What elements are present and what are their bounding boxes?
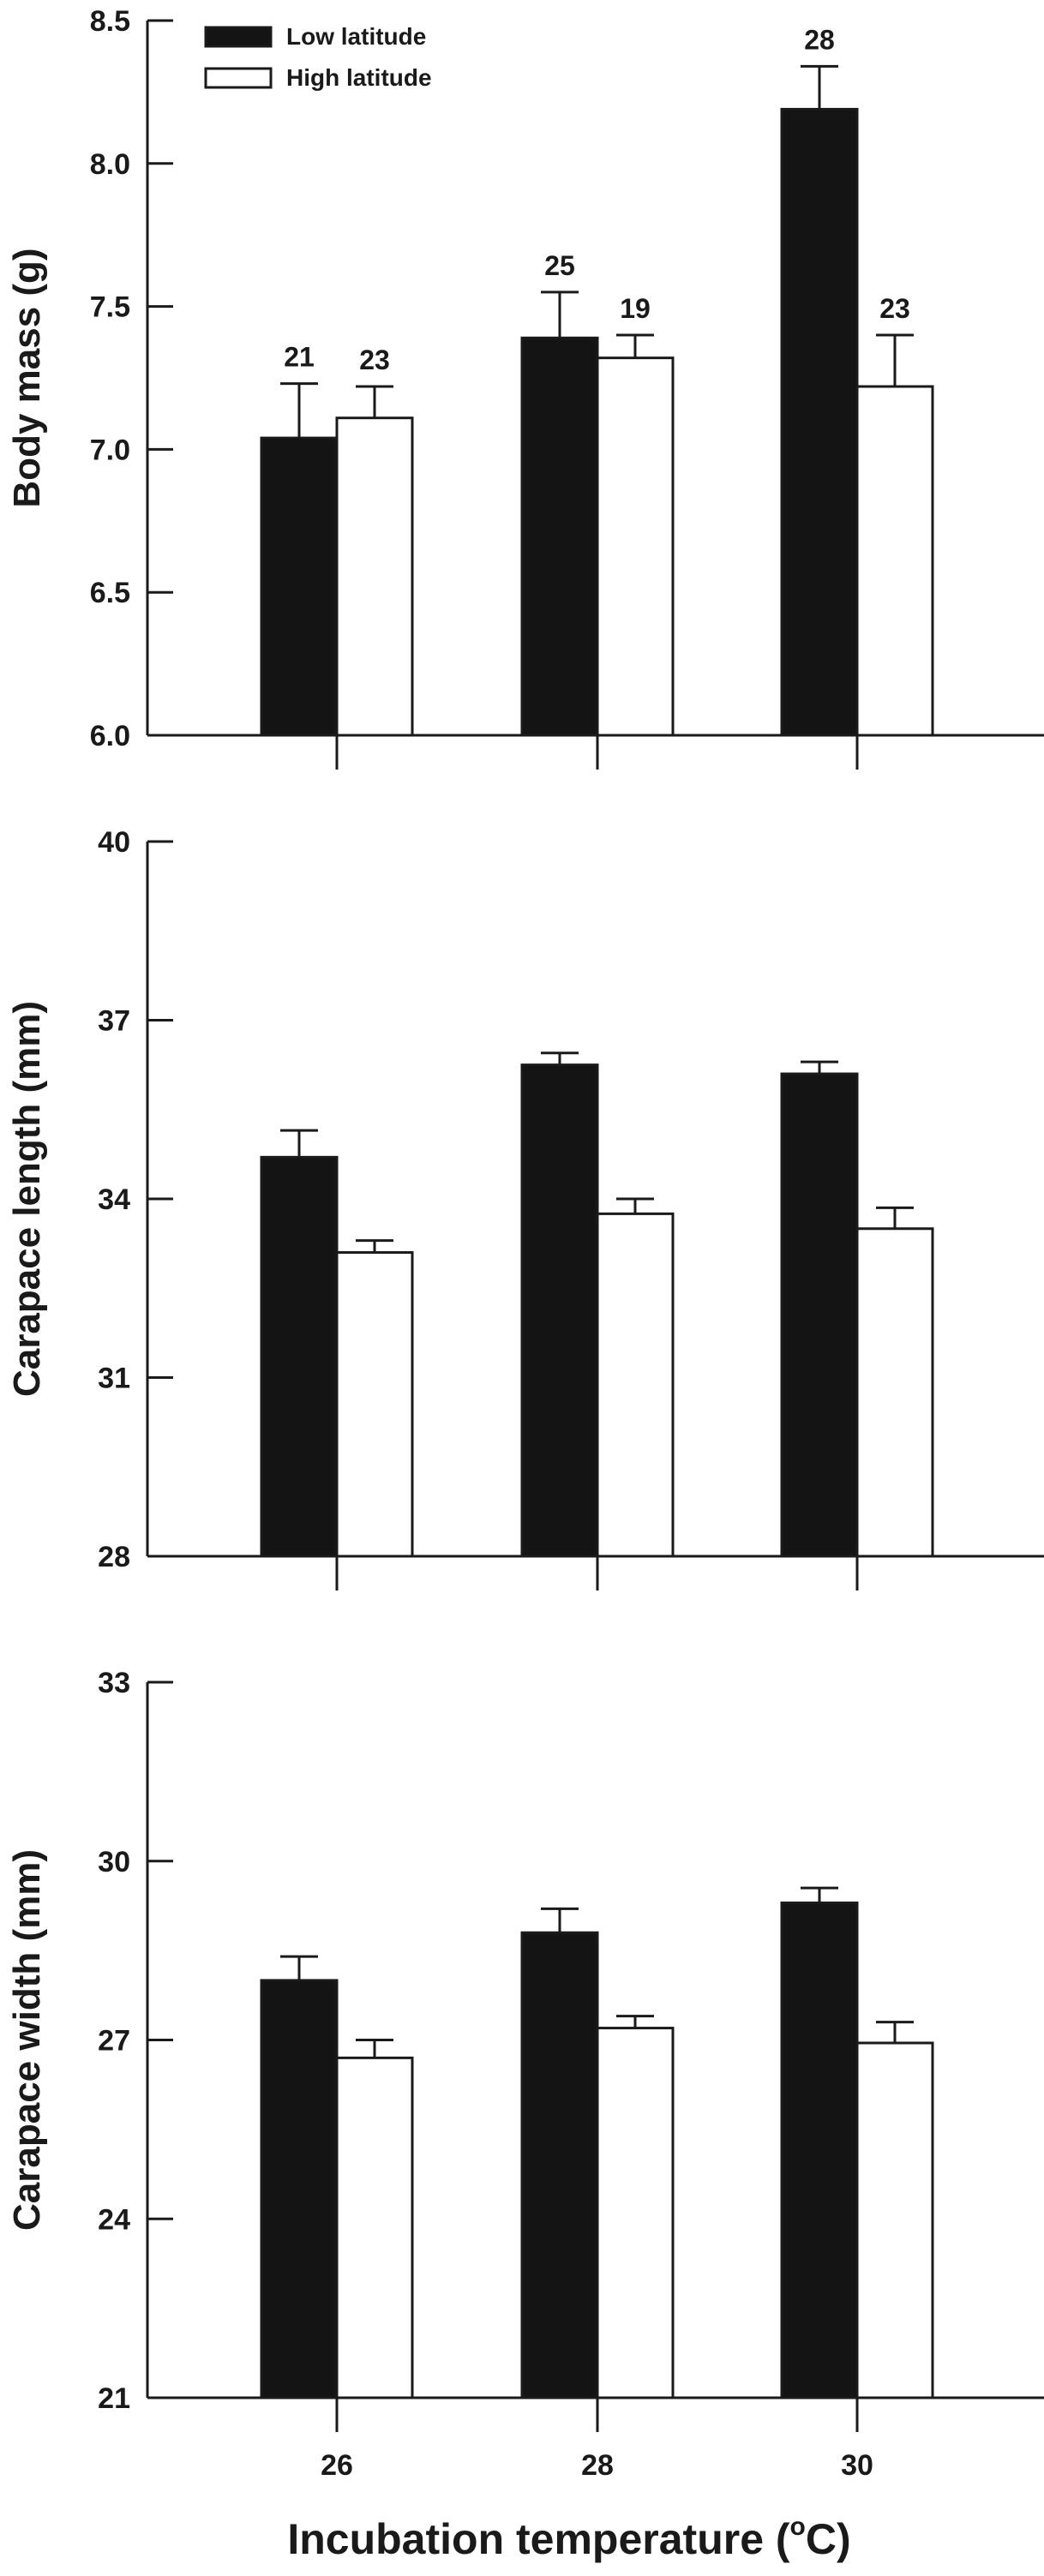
bar — [260, 436, 339, 737]
bar — [335, 1251, 414, 1558]
y-tick-label: 28 — [98, 1541, 130, 1573]
y-tick-label: 34 — [98, 1183, 130, 1216]
y-tick-label: 30 — [98, 1846, 130, 1878]
sample-size-label: 23 — [879, 293, 910, 324]
y-axis-label: Body mass (g) — [6, 248, 48, 507]
y-tick-label: 33 — [98, 1667, 130, 1699]
sample-size-label: 21 — [284, 342, 315, 373]
legend-swatch — [204, 26, 273, 48]
bar — [855, 1227, 934, 1558]
bar — [260, 1155, 339, 1558]
bar — [780, 107, 859, 737]
y-tick-label: 7.5 — [90, 291, 130, 324]
y-tick-label: 8.5 — [90, 5, 130, 38]
bar — [260, 1979, 339, 2399]
bar — [520, 1931, 599, 2399]
bar — [520, 336, 599, 737]
sample-size-label: 25 — [544, 250, 575, 281]
y-tick-label: 21 — [98, 2382, 130, 2415]
sample-size-label: 23 — [359, 344, 390, 375]
chart-panel-3: 21 24 27 30 33 26 28 30 Carapace width (mm) — [6, 1667, 1044, 2482]
chart-panel-2: 28 31 34 37 40 Carapace length (mm) — [6, 826, 1044, 1591]
bar — [596, 2027, 675, 2399]
y-tick-label: 6.5 — [90, 577, 130, 609]
y-tick-label: 6.0 — [90, 720, 130, 752]
y-tick-label: 7.0 — [90, 434, 130, 466]
sample-size-label: 19 — [620, 293, 651, 324]
chart-panel-1: 6.0 6.5 7.0 7.5 8.0 8.5 Body mass (g) 21 25 28 23 1… — [6, 5, 1044, 770]
bar — [855, 2041, 934, 2399]
bar — [596, 1212, 675, 1558]
bar — [335, 416, 414, 737]
sample-size-label: 28 — [804, 24, 835, 55]
legend: Low latitude High latitude — [204, 23, 432, 91]
x-axis-label: Incubation temperature (oC) — [287, 2513, 850, 2563]
x-axis-label-superscript: o — [790, 2513, 806, 2541]
bar — [335, 2056, 414, 2399]
x-axis-title: Incubation temperature (oC) — [287, 2513, 850, 2563]
y-tick-label: 24 — [98, 2203, 130, 2236]
x-tick-label: 30 — [841, 2449, 873, 2482]
y-tick-label: 37 — [98, 1005, 130, 1038]
y-tick-label: 31 — [98, 1363, 130, 1395]
bar — [520, 1063, 599, 1558]
y-tick-label: 8.0 — [90, 148, 130, 181]
legend-label: High latitude — [286, 64, 432, 91]
y-axis-label: Carapace length (mm) — [6, 1001, 48, 1397]
legend-label: Low latitude — [286, 23, 426, 50]
legend-swatch — [204, 67, 273, 89]
x-tick-label: 28 — [581, 2449, 614, 2482]
x-axis-label-end: C) — [806, 2515, 851, 2563]
bar — [596, 356, 675, 737]
x-tick-label: 26 — [321, 2449, 353, 2482]
bar — [780, 1901, 859, 2399]
x-axis-label-main: Incubation temperature ( — [287, 2515, 790, 2563]
y-tick-label: 27 — [98, 2025, 130, 2058]
y-axis-label: Carapace width (mm) — [6, 1849, 48, 2231]
y-tick-label: 40 — [98, 826, 130, 859]
bar — [780, 1072, 859, 1558]
bar — [855, 385, 934, 737]
